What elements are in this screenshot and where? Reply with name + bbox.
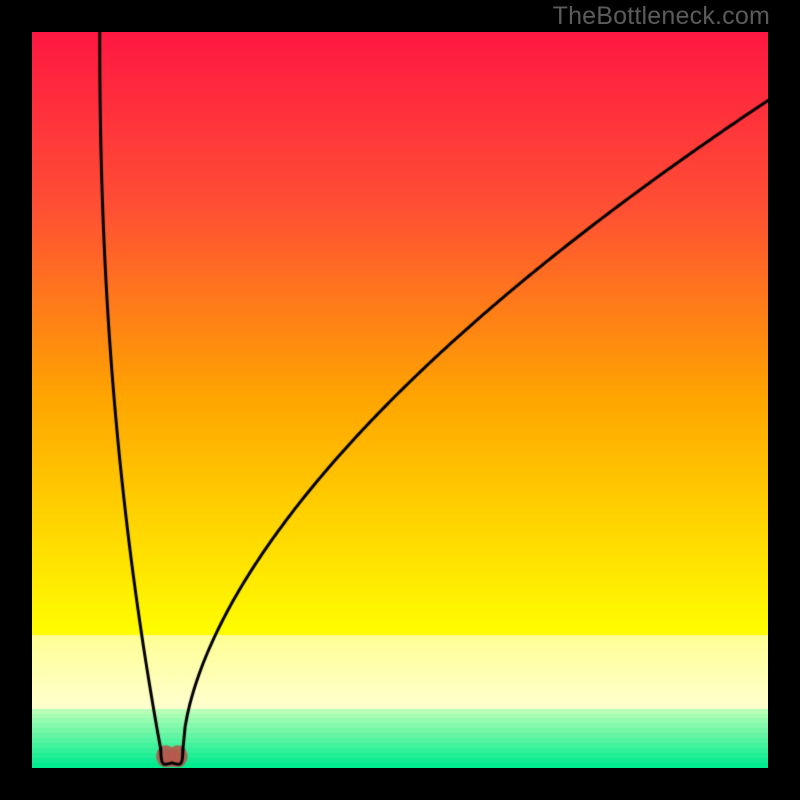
frame-border-right <box>768 0 800 800</box>
watermark-text: TheBottleneck.com <box>553 2 770 31</box>
frame-border-bottom <box>0 768 800 800</box>
chart-stage: TheBottleneck.com <box>0 0 800 800</box>
bottleneck-curve <box>32 32 768 768</box>
frame-border-left <box>0 0 32 800</box>
